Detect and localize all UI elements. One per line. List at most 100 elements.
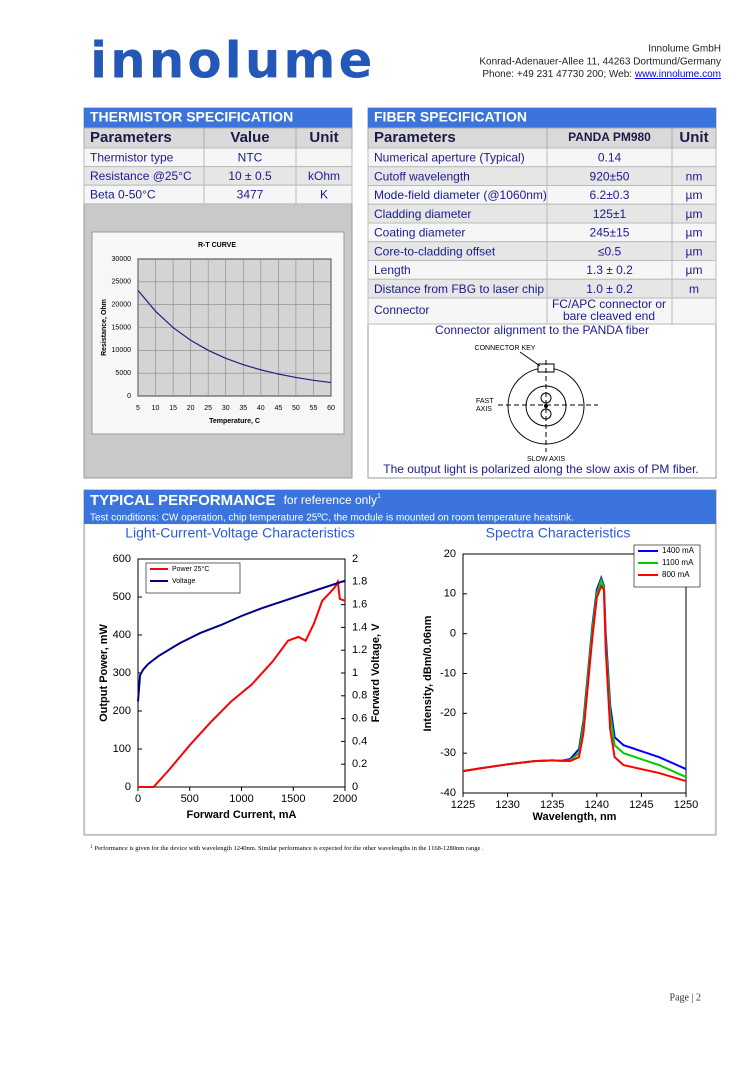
parameter-cell: Cutoff wavelength	[374, 169, 470, 183]
parameter-cell: Core-to-cladding offset	[374, 244, 496, 258]
x-tick-label: 1240	[585, 799, 609, 811]
y-axis-label: Output Power, mW	[98, 623, 110, 721]
y-tick-label: 10000	[112, 347, 132, 354]
chart-title: R-T CURVE	[198, 242, 236, 249]
y-tick-label: 400	[113, 629, 131, 641]
data-line	[462, 583, 687, 783]
legend-label: Voltage	[172, 578, 195, 585]
x-tick-label: 0	[135, 793, 141, 805]
fiber-note: The output light is polarized along the …	[383, 462, 699, 476]
y-tick-label: 0.2	[352, 758, 367, 770]
x-tick-label: 20	[187, 405, 195, 412]
page-number: Page | 2	[670, 992, 701, 1003]
x-tick-label: 25	[204, 405, 212, 412]
y-tick-label: -30	[440, 747, 456, 759]
x-tick-label: 15	[169, 405, 177, 412]
y-tick-label: 15000	[112, 324, 132, 331]
column-header: Parameters	[374, 129, 456, 146]
address: Konrad-Adenauer-Allee 11, 44263 Dortmund…	[479, 57, 721, 68]
y-tick-label: 2	[352, 553, 358, 565]
table-title: THERMISTOR SPECIFICATION	[90, 109, 293, 125]
y-tick-label: 200	[113, 705, 131, 717]
x-tick-label: 1235	[540, 799, 564, 811]
y-tick-label: 1.4	[352, 621, 367, 633]
y-tick-label: 25000	[112, 279, 132, 286]
table-row	[367, 297, 717, 325]
y-tick-label: 1.8	[352, 576, 367, 588]
footnote-text: Performance is given for the device with…	[95, 845, 484, 852]
y-tick-label: -10	[440, 667, 456, 679]
y-tick-label: 20	[444, 548, 456, 560]
y-tick-label: 0.6	[352, 713, 367, 725]
y2-axis-label: Forward Voltage, V	[370, 623, 382, 722]
unit-cell: µm	[686, 244, 703, 258]
x-tick-label: 5	[136, 405, 140, 412]
data-line	[137, 289, 332, 384]
table-title-bar	[84, 108, 352, 128]
contact-text: Phone: +49 231 47730 200; Web:	[482, 69, 634, 80]
value-cell: 245±15	[590, 226, 630, 240]
connector-diagram	[498, 351, 598, 452]
diagram-label: CONNECTOR KEY	[475, 345, 536, 352]
website-link[interactable]: www.innolume.com	[634, 69, 721, 80]
y-tick-label: 0	[450, 628, 456, 640]
unit-cell: m	[689, 282, 699, 296]
x-tick-label: 2000	[333, 793, 357, 805]
legend-label: 1400 mA	[662, 546, 695, 555]
parameter-cell: Thermistor type	[90, 150, 174, 164]
legend-label: 1100 mA	[662, 558, 694, 567]
x-tick-label: 500	[181, 793, 199, 805]
y-tick-label: 1	[352, 667, 358, 679]
performance-bar	[84, 490, 716, 524]
y-tick-label: 300	[113, 667, 131, 679]
logo: innolume	[90, 32, 375, 90]
table-row	[83, 184, 353, 205]
y-tick-label: 0	[125, 781, 131, 793]
x-tick-label: 50	[292, 405, 300, 412]
y-tick-label: 0.4	[352, 735, 367, 747]
x-tick-label: 55	[310, 405, 318, 412]
subtitle-text: for reference only	[284, 493, 377, 507]
parameter-cell: Cladding diameter	[374, 207, 471, 221]
x-axis-label: Wavelength, nm	[533, 811, 617, 823]
parameter-cell: Mode-field diameter (@1060nm)	[374, 188, 547, 202]
x-tick-label: 45	[274, 405, 282, 412]
x-tick-label: 40	[257, 405, 265, 412]
x-tick-label: 1000	[229, 793, 253, 805]
y-tick-label: -40	[440, 787, 456, 799]
parameter-cell: Coating diameter	[374, 226, 465, 240]
legend-label: 800 mA	[662, 570, 690, 579]
footnote-ref: 1	[377, 493, 381, 500]
diagram-label: FAST	[476, 398, 494, 405]
x-tick-label: 1225	[451, 799, 475, 811]
performance-title: TYPICAL PERFORMANCE for reference only1	[90, 492, 381, 509]
legend-box	[145, 562, 241, 594]
y-tick-label: 600	[113, 553, 131, 565]
value-cell: 1.0 ± 0.2	[586, 282, 633, 296]
x-axis-label: Forward Current, mA	[186, 809, 296, 821]
contact: Phone: +49 231 47730 200; Web: www.innol…	[482, 69, 721, 80]
legend-label: Power 25°C	[172, 565, 209, 573]
data-line	[138, 578, 346, 788]
title-text: TYPICAL PERFORMANCE	[90, 492, 276, 509]
diagram-label: AXIS	[476, 406, 492, 413]
x-tick-label: 1500	[281, 793, 305, 805]
value-cell: bare cleaved end	[563, 309, 655, 323]
column-header: Value	[230, 129, 269, 146]
x-tick-label: 30	[222, 405, 230, 412]
y-tick-label: -20	[440, 707, 456, 719]
footnote: 1 Performance is given for the device wit…	[90, 845, 484, 852]
value-cell: 3477	[237, 188, 264, 202]
chart-title: Light-Current-Voltage Characteristics	[125, 525, 355, 541]
table-title-bar	[368, 108, 716, 128]
x-tick-label: 10	[152, 405, 160, 412]
x-tick-label: 1250	[674, 799, 698, 811]
value-cell: 10 ± 0.5	[228, 169, 272, 183]
unit-cell: µm	[686, 226, 703, 240]
legend-box	[633, 544, 701, 588]
y-tick-label: 0	[127, 393, 131, 400]
value-cell: NTC	[238, 150, 263, 164]
y-tick-label: 20000	[112, 302, 132, 309]
unit-cell: kOhm	[308, 169, 340, 183]
y-tick-label: 500	[113, 591, 131, 603]
